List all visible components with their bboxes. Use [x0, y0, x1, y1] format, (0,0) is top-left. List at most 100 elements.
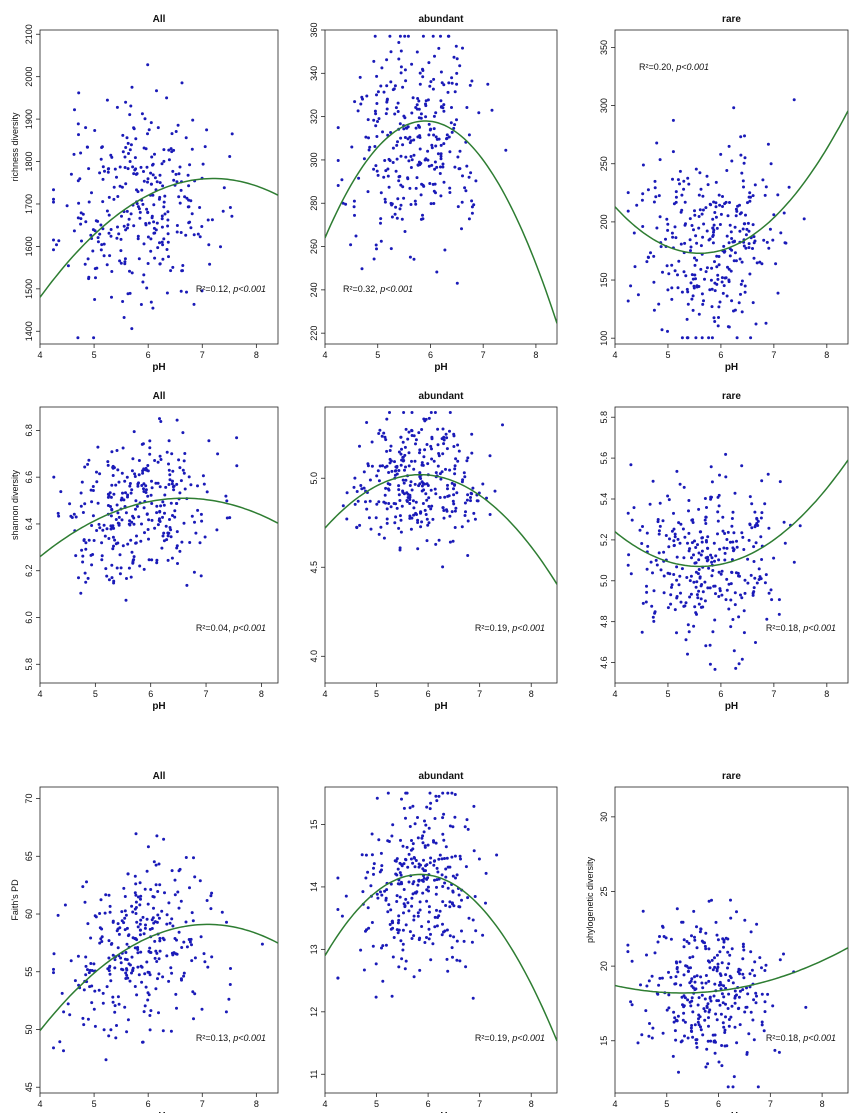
data-point — [693, 273, 697, 277]
data-point — [87, 277, 91, 281]
data-point — [751, 194, 755, 198]
data-point — [725, 546, 729, 550]
data-point — [667, 970, 670, 974]
data-point — [108, 904, 112, 908]
data-point — [364, 929, 367, 933]
data-point — [225, 516, 229, 520]
data-point — [658, 158, 662, 162]
data-point — [704, 644, 708, 648]
data-point — [137, 257, 141, 261]
data-point — [752, 545, 756, 549]
data-point — [430, 504, 434, 508]
data-point — [375, 796, 379, 800]
data-point — [181, 264, 185, 267]
data-point — [424, 115, 428, 119]
data-point — [84, 955, 88, 959]
data-point — [186, 173, 190, 177]
data-point — [754, 991, 758, 995]
data-point — [167, 148, 171, 152]
data-point — [683, 241, 687, 245]
data-point — [461, 46, 464, 50]
data-point — [752, 998, 756, 1002]
data-point — [398, 895, 402, 899]
data-point — [403, 230, 407, 233]
data-point — [688, 579, 692, 583]
data-point — [714, 592, 717, 596]
data-point — [704, 947, 708, 951]
data-point — [397, 918, 401, 922]
data-point — [399, 530, 403, 534]
data-point — [141, 280, 145, 284]
data-point — [152, 226, 156, 230]
data-point — [745, 986, 748, 990]
data-point — [138, 210, 142, 214]
data-point — [412, 975, 416, 979]
data-point — [424, 513, 428, 516]
data-point — [743, 156, 747, 160]
y-tick-label: 60 — [24, 909, 34, 919]
data-point — [699, 244, 703, 248]
data-point — [408, 498, 412, 501]
data-point — [456, 443, 460, 447]
data-point — [160, 240, 164, 244]
data-point — [472, 849, 476, 853]
data-point — [402, 196, 406, 200]
data-point — [654, 195, 658, 199]
data-point — [699, 1025, 702, 1029]
data-point — [206, 965, 210, 969]
data-point — [657, 194, 661, 198]
data-point — [452, 502, 456, 506]
data-point — [132, 558, 136, 562]
data-point — [130, 327, 134, 331]
data-point — [138, 564, 142, 568]
data-point — [158, 949, 162, 953]
data-point — [146, 235, 150, 239]
data-point — [81, 885, 85, 889]
data-point — [401, 440, 405, 444]
data-point — [692, 580, 696, 584]
data-point — [360, 267, 364, 271]
data-point — [399, 452, 403, 456]
data-point — [193, 992, 197, 996]
data-point — [376, 90, 380, 94]
data-point — [742, 548, 746, 551]
data-point — [745, 227, 749, 231]
data-point — [182, 940, 186, 944]
data-point — [747, 1032, 751, 1036]
data-point — [136, 484, 140, 488]
data-point — [439, 154, 443, 158]
data-point — [651, 571, 654, 575]
data-point — [679, 983, 683, 987]
data-point — [131, 910, 135, 914]
data-point — [171, 514, 174, 517]
data-point — [374, 112, 378, 116]
data-point — [166, 232, 170, 236]
data-point — [404, 427, 408, 431]
data-point — [428, 807, 432, 811]
data-point — [123, 1005, 127, 1009]
data-point — [484, 901, 487, 905]
data-point — [386, 791, 390, 795]
data-point — [90, 563, 94, 567]
data-point — [724, 598, 728, 602]
data-point — [673, 532, 677, 536]
data-point — [733, 603, 737, 607]
data-point — [149, 888, 153, 891]
data-point — [377, 432, 381, 435]
data-point — [175, 230, 179, 234]
data-point — [92, 336, 96, 340]
data-point — [748, 972, 752, 976]
data-point — [140, 522, 143, 526]
data-point — [427, 826, 431, 830]
data-point — [66, 1002, 70, 1006]
data-point — [124, 146, 128, 149]
data-point — [640, 1033, 644, 1037]
data-point — [469, 491, 473, 495]
data-point — [98, 232, 102, 236]
data-point — [764, 573, 768, 577]
data-point — [463, 475, 467, 479]
data-point — [694, 585, 698, 589]
x-axis-label: pH — [434, 1111, 447, 1113]
data-point — [495, 853, 499, 857]
data-point — [404, 791, 408, 795]
